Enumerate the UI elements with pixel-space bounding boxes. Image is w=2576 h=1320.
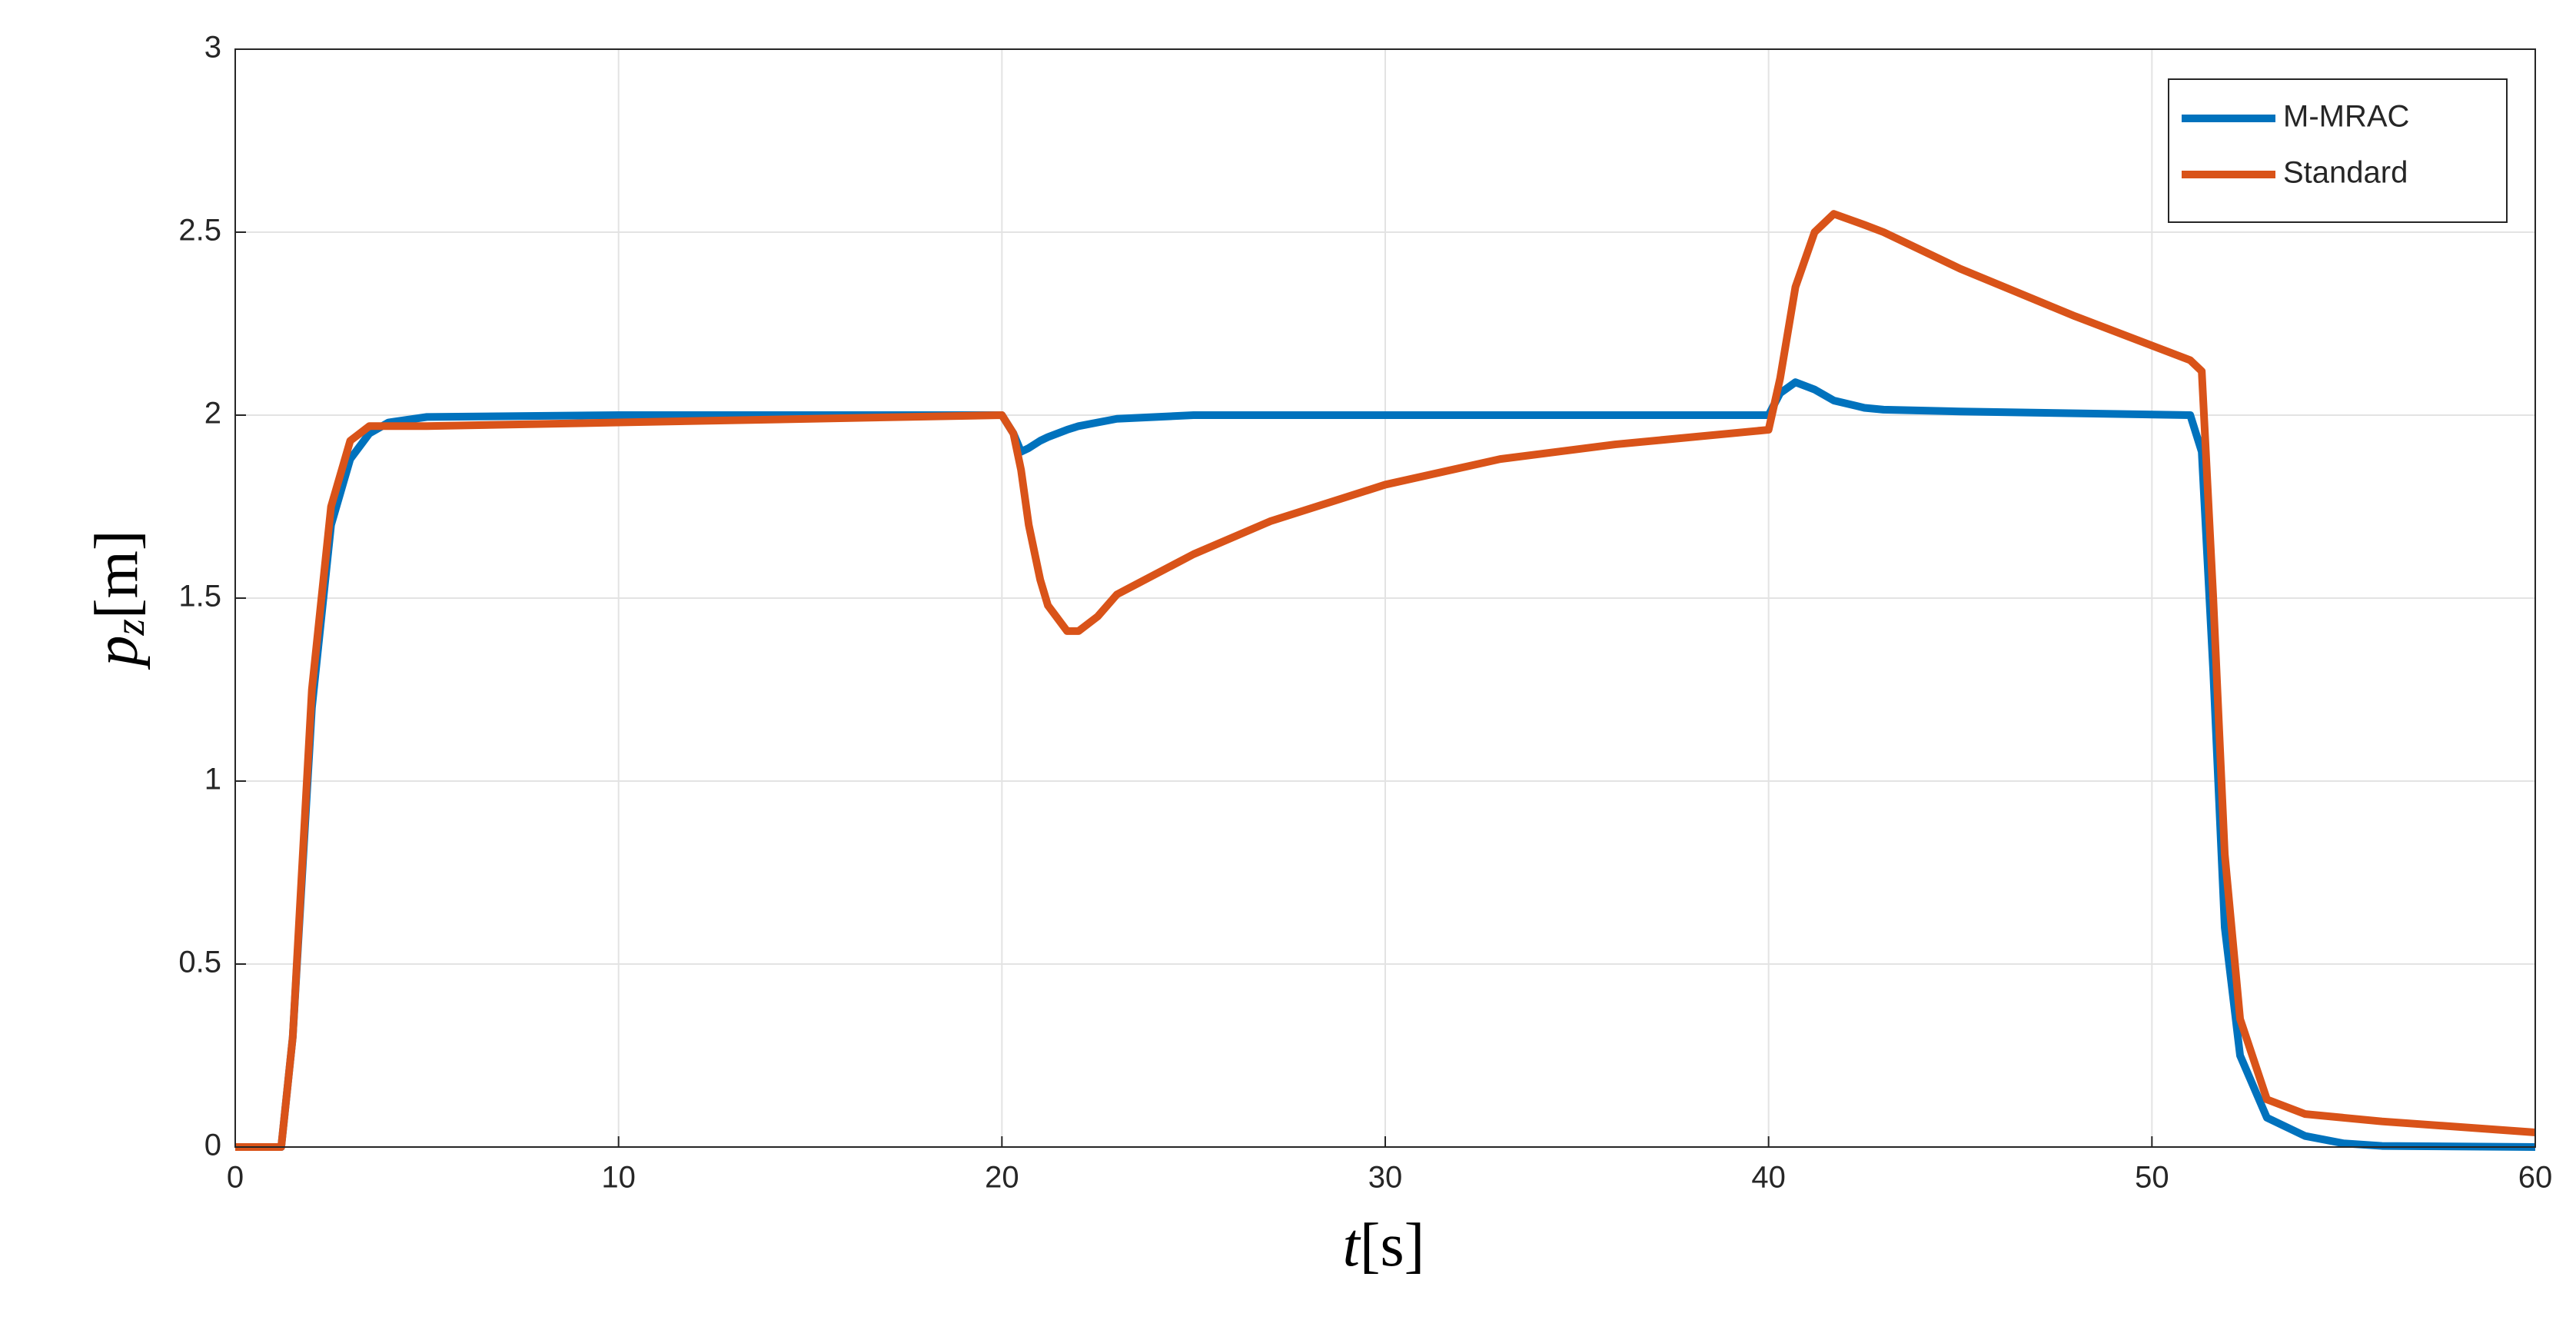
x-label-unit: [s] — [1360, 1212, 1424, 1279]
y-tick-label: 1 — [204, 763, 221, 796]
y-label-sub: z — [106, 619, 153, 636]
y-tick-label: 0.5 — [178, 946, 221, 979]
y-tick-label: 1.5 — [178, 580, 221, 613]
series-line — [235, 210, 2536, 1151]
x-label-base: t — [1343, 1212, 1361, 1279]
y-label-unit: [m] — [83, 530, 151, 620]
x-tick-label: 30 — [1368, 1161, 1403, 1195]
ticks: 00.511.522.530 10 20 30 40 50 60 — [178, 31, 2552, 1195]
x-axis-label: t[s] — [1343, 1212, 1425, 1279]
x-tick-label: 20 — [985, 1161, 1019, 1195]
legend-label: M-MRAC — [2283, 100, 2409, 134]
x-tick-label: 40 — [1751, 1161, 1786, 1195]
y-tick-label: 2.5 — [178, 214, 221, 248]
x-tick-label: 0 — [227, 1161, 244, 1195]
y-axis-label: pz[m] — [83, 530, 152, 670]
legend: M-MRAC Standard — [2168, 78, 2508, 223]
plot-lines — [235, 210, 2536, 1151]
y-tick-label: 3 — [204, 31, 221, 65]
y-tick-label: 0 — [204, 1129, 221, 1162]
x-tick-label: 10 — [601, 1161, 636, 1195]
y-tick-label: 2 — [204, 397, 221, 431]
legend-label: Standard — [2283, 156, 2408, 190]
y-label-base: p — [83, 635, 151, 670]
legend-box — [2168, 78, 2508, 223]
x-tick-label: 50 — [2135, 1161, 2169, 1195]
x-tick-label: 60 — [2518, 1161, 2553, 1195]
